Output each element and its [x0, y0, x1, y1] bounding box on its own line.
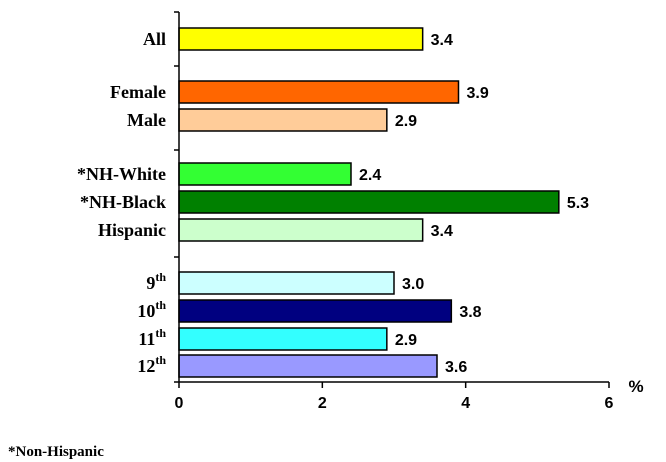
category-label-6: 9th: [146, 270, 166, 293]
bar-6: [178, 271, 395, 295]
x-tick-label-2: 4: [461, 395, 470, 412]
bar-value-label-2: 2.9: [395, 113, 417, 130]
bar-4: [178, 190, 560, 214]
bar-value-label-0: 3.4: [431, 32, 453, 49]
bar-value-label-6: 3.0: [402, 276, 424, 293]
bar-value-label-5: 3.4: [431, 223, 453, 240]
bar-3: [178, 162, 352, 186]
bar-value-label-1: 3.9: [467, 85, 489, 102]
category-label-9: 12th: [137, 353, 166, 376]
x-tick-label-3: 6: [605, 395, 614, 412]
x-axis-unit: %: [628, 377, 643, 396]
axis-layer: 0 2 4 6: [174, 11, 614, 412]
bar-value-label-4: 5.3: [567, 195, 589, 212]
bar-8: [178, 327, 388, 351]
bar-1: [178, 80, 460, 104]
bar-9: [178, 354, 438, 378]
category-label-2: Male: [127, 110, 166, 130]
category-label-8: 11th: [138, 326, 166, 349]
category-label-5: Hispanic: [98, 220, 166, 240]
category-label-1: Female: [110, 82, 166, 102]
bar-value-label-7: 3.8: [459, 304, 481, 321]
bar-2: [178, 108, 388, 132]
footnote: *Non-Hispanic: [8, 444, 104, 460]
category-label-7: 10th: [137, 298, 166, 321]
bar-value-label-9: 3.6: [445, 359, 467, 376]
bars-layer: 3.4 All 3.9 Female 2.9 Male 2.4 *NH-White 5.3 *NH…: [77, 27, 589, 378]
category-label-0: All: [143, 29, 166, 49]
x-tick-label-1: 2: [318, 395, 327, 412]
x-tick-label-0: 0: [175, 395, 184, 412]
category-label-4: *NH-Black: [80, 192, 166, 212]
bar-value-label-3: 2.4: [359, 167, 381, 184]
bar-0: [178, 27, 424, 51]
category-label-3: *NH-White: [77, 164, 166, 184]
bar-7: [178, 299, 453, 323]
bar-value-label-8: 2.9: [395, 332, 417, 349]
bar-5: [178, 218, 424, 242]
